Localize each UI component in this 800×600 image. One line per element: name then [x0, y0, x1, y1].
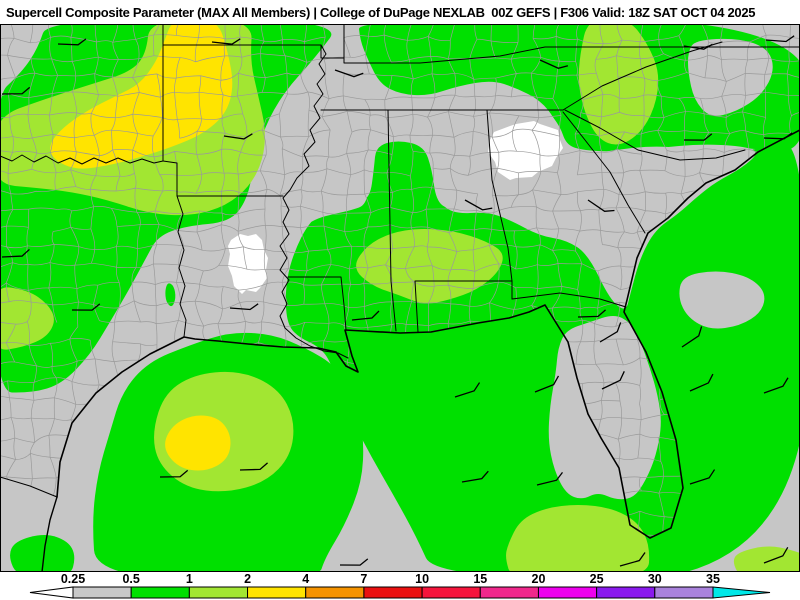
- wind-barb-icon: [534, 375, 560, 393]
- colorbar-segment: [305, 586, 365, 599]
- la-ms-border: [287, 276, 347, 331]
- wind-barb-icon: [229, 303, 259, 311]
- al-ga-border: [486, 109, 513, 300]
- coastline: [56, 129, 800, 539]
- colorbar-segment: [247, 586, 307, 599]
- mexico-coastline: [41, 496, 58, 572]
- mississippi-river: [279, 44, 349, 359]
- ga-fl-border: [511, 292, 627, 308]
- scp-region-yellow-west: [50, 24, 233, 169]
- colorbar-tick-label: 0.25: [61, 572, 85, 586]
- tn-nc-border: [562, 41, 723, 111]
- red-river-border: [0, 154, 164, 165]
- wind-barb-icon: [763, 132, 793, 140]
- wind-barb-icon: [351, 310, 380, 321]
- wind-barb-icon: [239, 462, 268, 471]
- scp-region-white-central-mississippi: [228, 234, 268, 294]
- wind-barb-icon: [461, 470, 489, 483]
- wind-barb-icon: [683, 43, 713, 50]
- wind-barb-icon: [601, 371, 625, 390]
- wind-barb-icon: [763, 546, 789, 564]
- ms-al-border: [387, 109, 397, 332]
- colorbar-segment: [188, 586, 249, 599]
- colorbar-over-range-arrow: [712, 586, 771, 599]
- colorbar-segment: [596, 586, 656, 599]
- wind-barb-icon: [763, 377, 789, 394]
- colorbar-tick-label: 25: [590, 572, 604, 586]
- colorbar-tick-label: 15: [473, 572, 487, 586]
- wind-barb-icon: [1, 248, 30, 258]
- ga-sc-border: [562, 111, 646, 234]
- wind-barb-icon: [1, 86, 31, 95]
- colorbar-segment: [130, 586, 190, 599]
- colorbar-tick-label: 1: [186, 572, 193, 586]
- wind-barb-icon: [683, 133, 713, 141]
- colorbar-segment: [421, 586, 481, 599]
- colorbar-segment: [537, 586, 598, 599]
- wind-barb-icon: [464, 199, 493, 211]
- scp-region-green-bottom-left: [10, 535, 75, 572]
- colorbar-tick-label: 4: [302, 572, 309, 586]
- kentucky-tennessee-virginia-borders: [343, 24, 800, 64]
- wind-barb-icon: [689, 469, 716, 485]
- colorbar-scale: 0.25 0.5 1 2 4 7 10 15 20 25 30 35: [29, 572, 771, 599]
- colorbar-tick-label: 35: [706, 572, 720, 586]
- scp-region-gray-ne-wedge: [688, 38, 773, 116]
- wind-barb-icon: [536, 471, 564, 486]
- scp-region-yellow-gulf-west: [165, 415, 231, 471]
- page-title: Supercell Composite Parameter (MAX All M…: [6, 4, 756, 20]
- colorbar-segment: [479, 586, 539, 599]
- colorbar-tick-label: 10: [415, 572, 429, 586]
- scp-region-green-sliver-sabine: [165, 283, 176, 307]
- wind-barb-icon: [211, 38, 241, 45]
- state-and-coast-borders: [0, 24, 800, 572]
- texas-arkansas-louisiana-border: [162, 160, 284, 338]
- colorbar-segment: [363, 586, 423, 599]
- map-container: [0, 24, 800, 572]
- wind-barb-icon: [587, 199, 615, 212]
- wind-barb-icon: [689, 373, 714, 392]
- weather-map: [0, 24, 800, 572]
- nc-sc-border: [564, 109, 746, 161]
- wind-barb-icon: [577, 309, 606, 318]
- wind-barb-icon: [223, 133, 253, 140]
- wind-barb-icon: [159, 469, 189, 478]
- colorbar: 0.25 0.5 1 2 4 7 10 15 20 25 30 35: [0, 572, 800, 600]
- scp-region-gray-offshore-ne-florida: [679, 271, 765, 329]
- wind-barb-icon: [681, 326, 703, 348]
- wind-barb-icon: [334, 69, 364, 78]
- colorbar-tick-label: 0.5: [122, 572, 139, 586]
- title-bar: Supercell Composite Parameter (MAX All M…: [0, 0, 800, 24]
- scp-contour-fills: [0, 24, 800, 572]
- arkansas-missouri-border: [162, 44, 345, 59]
- wind-barb-icon: [57, 38, 87, 46]
- colorbar-tick-label: 2: [244, 572, 251, 586]
- scp-region-gray-midsouth: [286, 85, 756, 309]
- wind-barbs: [1, 35, 795, 567]
- colorbar-tick-label: 30: [648, 572, 662, 586]
- wind-barb-icon: [71, 303, 101, 311]
- colorbar-segment: [654, 586, 714, 599]
- wind-barb-icon: [339, 558, 369, 566]
- colorbar-segment: [72, 586, 132, 599]
- wind-barb-icon: [454, 382, 481, 398]
- wind-barb-icon: [765, 35, 795, 43]
- scp-region-yellowgreen-bottom-right: [733, 546, 800, 572]
- wind-barb-icon: [539, 59, 569, 69]
- colorbar-tick-label: 20: [532, 572, 546, 586]
- wind-barb-icon: [599, 322, 622, 343]
- wind-barb-icon: [619, 552, 646, 567]
- rio-grande-border: [0, 476, 58, 498]
- scp-region-white-nw-georgia: [488, 121, 563, 180]
- scp-region-yellowgreen-gulf-southeast: [506, 505, 650, 572]
- colorbar-under-range-arrow: [29, 586, 74, 599]
- colorbar-tick-label: 7: [360, 572, 367, 586]
- al-fl-border: [414, 280, 513, 333]
